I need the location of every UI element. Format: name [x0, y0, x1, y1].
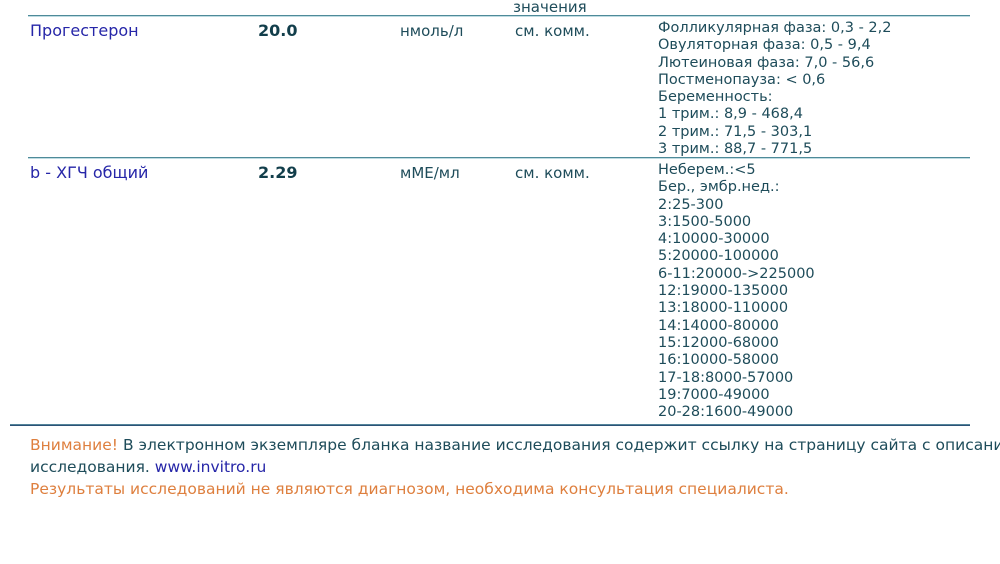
column-header-values-partial: значения: [513, 0, 587, 16]
reference-line: 17-18:8000-57000: [658, 369, 794, 386]
reference-line: 16:10000-58000: [658, 352, 779, 369]
reference-line: Лютеиновая фаза: 7,0 - 56,6: [658, 54, 875, 71]
reference-line: 20-28:1600-49000: [658, 404, 794, 421]
notice-line1: В электронном экземпляре бланка название…: [122, 436, 1000, 454]
reference-line: 3 трим.: 88,7 - 771,5: [658, 141, 813, 158]
reference-line: 19:7000-49000: [658, 386, 770, 403]
footer-separator-rule: [10, 424, 970, 426]
attention-label: Внимание!: [30, 436, 118, 454]
invitro-link[interactable]: www.invitro.ru: [154, 458, 267, 476]
reference-line: 12:19000-135000: [658, 283, 789, 300]
units-label: мМЕ/мл: [400, 164, 460, 182]
notice-text: Внимание! В электронном экземпляре бланк…: [30, 436, 1000, 454]
table-top-rule: [28, 15, 970, 17]
row-separator-rule: [28, 157, 970, 159]
reference-line: 3:1500-5000: [658, 213, 752, 230]
comment-label: см. комм.: [515, 164, 590, 182]
disclaimer-text: Результаты исследований не являются диаг…: [30, 480, 789, 498]
result-value: 20.0: [258, 21, 298, 40]
comment-label: см. комм.: [515, 22, 590, 40]
reference-line: Фолликулярная фаза: 0,3 - 2,2: [658, 20, 892, 36]
notice-text-continued: исследования. www.invitro.ru: [30, 458, 266, 476]
test-name-link[interactable]: Прогестерон: [30, 21, 139, 40]
test-name-link[interactable]: b - ХГЧ общий: [30, 163, 149, 182]
units-label: нмоль/л: [400, 22, 464, 40]
result-value: 2.29: [258, 163, 298, 182]
reference-line: 2:25-300: [658, 196, 724, 213]
reference-line: 2 трим.: 71,5 - 303,1: [658, 123, 813, 140]
reference-ranges: Неберем.:<5 Бер., эмбр.нед.: 2:25-300 3:…: [658, 162, 815, 421]
notice-line2-prefix: исследования.: [30, 458, 150, 476]
reference-line: Бер., эмбр.нед.:: [658, 179, 780, 196]
reference-line: 5:20000-100000: [658, 248, 779, 265]
reference-line: 15:12000-68000: [658, 334, 779, 351]
reference-line: 4:10000-30000: [658, 231, 770, 248]
reference-line: Овуляторная фаза: 0,5 - 9,4: [658, 37, 871, 54]
reference-line: 6-11:20000->225000: [658, 265, 815, 282]
reference-line: Постменопауза: < 0,6: [658, 71, 826, 88]
reference-line: 13:18000-110000: [658, 300, 789, 317]
reference-line: 1 трим.: 8,9 - 468,4: [658, 106, 803, 123]
reference-line: 14:14000-80000: [658, 317, 779, 334]
reference-line: Беременность:: [658, 89, 773, 106]
reference-line: Неберем.:<5: [658, 162, 756, 178]
reference-ranges: Фолликулярная фаза: 0,3 - 2,2 Овуляторна…: [658, 20, 892, 158]
